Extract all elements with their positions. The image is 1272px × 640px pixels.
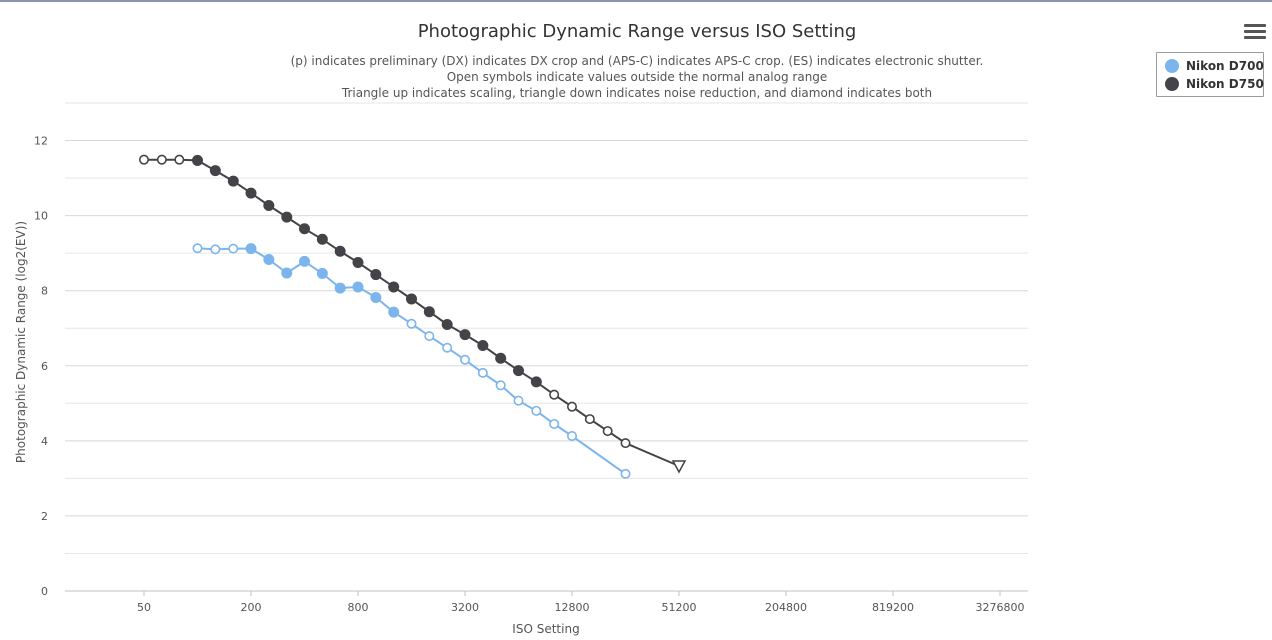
y-axis-ticks: 0 2 4 6 8 10 12 — [34, 135, 48, 598]
y-tick-label: 2 — [41, 510, 48, 523]
legend-label-d750: Nikon D750 — [1186, 77, 1264, 91]
data-point-nikon-d750[interactable] — [209, 165, 221, 177]
data-point-nikon-d700[interactable] — [299, 255, 310, 267]
data-point-nikon-d700[interactable] — [495, 380, 506, 391]
data-point-nikon-d750[interactable] — [584, 414, 595, 425]
data-point-nikon-d750[interactable] — [602, 426, 613, 437]
data-point-nikon-d750[interactable] — [352, 257, 364, 269]
data-point-nikon-d700[interactable] — [334, 282, 346, 294]
data-point-nikon-d750[interactable] — [423, 306, 435, 318]
series-line-nikon-d750 — [144, 158, 680, 467]
data-point-nikon-d750[interactable] — [281, 211, 293, 223]
x-tick-label: 50 — [137, 601, 151, 614]
data-point-nikon-d700[interactable] — [388, 306, 400, 318]
data-point-nikon-d750[interactable] — [459, 329, 471, 341]
data-point-nikon-d750[interactable] — [174, 154, 185, 165]
data-point-nikon-d700[interactable] — [442, 342, 453, 353]
data-point-nikon-d700[interactable] — [406, 318, 417, 329]
data-point-nikon-d700[interactable] — [245, 243, 257, 255]
data-point-nikon-d750[interactable] — [549, 389, 560, 400]
grid-lines — [65, 102, 1028, 592]
data-point-nikon-d700[interactable] — [370, 291, 382, 303]
y-tick-label: 10 — [34, 210, 48, 223]
y-tick-label: 4 — [41, 435, 48, 448]
data-point-nikon-d750[interactable] — [513, 365, 524, 377]
data-point-nikon-d750[interactable] — [139, 154, 150, 165]
legend-item-d700[interactable]: Nikon D700 — [1165, 57, 1264, 75]
data-point-nikon-d700[interactable] — [620, 468, 631, 479]
x-tick-label: 12800 — [555, 601, 590, 614]
chart-subtitle-line-3: Triangle up indicates scaling, triangle … — [341, 86, 932, 100]
legend-item-d750[interactable]: Nikon D750 — [1165, 75, 1264, 93]
chart-title: Photographic Dynamic Range versus ISO Se… — [418, 21, 857, 42]
chart-legend: Nikon D700 Nikon D750 — [1156, 52, 1264, 97]
data-point-nikon-d750[interactable] — [227, 175, 239, 187]
data-point-nikon-d700[interactable] — [281, 267, 293, 279]
data-point-nikon-d750[interactable] — [388, 281, 400, 293]
y-tick-label: 6 — [41, 360, 48, 373]
x-axis-label: ISO Setting — [512, 622, 579, 636]
data-point-nikon-d750[interactable] — [441, 318, 453, 330]
data-point-nikon-d750[interactable] — [495, 352, 507, 364]
data-point-nikon-d750[interactable] — [245, 187, 257, 199]
chart-menu-button[interactable] — [1244, 24, 1266, 44]
data-point-nikon-d750[interactable] — [406, 293, 417, 305]
data-point-nikon-d750[interactable] — [671, 460, 687, 474]
data-point-nikon-d700[interactable] — [513, 395, 524, 406]
data-point-nikon-d700[interactable] — [316, 267, 328, 279]
data-point-nikon-d750[interactable] — [156, 154, 167, 165]
x-tick-label: 3200 — [451, 601, 479, 614]
x-axis-ticks: 50 200 800 3200 12800 51200 204800 819200 327680… — [137, 591, 1025, 614]
y-tick-label: 8 — [41, 285, 48, 298]
data-point-nikon-d750[interactable] — [192, 154, 203, 166]
x-tick-label: 200 — [241, 601, 262, 614]
data-point-nikon-d700[interactable] — [263, 254, 275, 266]
data-point-nikon-d700[interactable] — [459, 354, 470, 365]
data-point-nikon-d750[interactable] — [370, 269, 382, 281]
chart-subtitle-line-2: Open symbols indicate values outside the… — [447, 70, 828, 84]
top-border — [0, 0, 1272, 2]
data-point-nikon-d700[interactable] — [352, 281, 364, 293]
data-point-nikon-d700[interactable] — [210, 244, 221, 255]
hamburger-menu-icon — [1244, 24, 1266, 27]
data-point-nikon-d750[interactable] — [334, 245, 346, 257]
data-point-nikon-d750[interactable] — [299, 223, 310, 235]
data-point-nikon-d700[interactable] — [424, 331, 435, 342]
data-point-nikon-d750[interactable] — [477, 339, 489, 351]
series-layer — [139, 154, 687, 479]
y-axis-label: Photographic Dynamic Range (log2(EV)) — [14, 221, 28, 463]
data-point-nikon-d750[interactable] — [530, 376, 542, 388]
hamburger-menu-icon-bar — [1244, 36, 1266, 39]
data-point-nikon-d750[interactable] — [620, 438, 631, 449]
x-tick-label: 3276800 — [976, 601, 1025, 614]
hamburger-menu-icon-bar — [1244, 30, 1266, 33]
x-tick-label: 51200 — [662, 601, 697, 614]
data-point-nikon-d700[interactable] — [566, 430, 577, 441]
data-point-nikon-d700[interactable] — [228, 243, 239, 254]
series-line-nikon-d700 — [197, 247, 627, 475]
x-tick-label: 819200 — [872, 601, 914, 614]
data-point-nikon-d700[interactable] — [192, 243, 203, 254]
y-tick-label: 0 — [41, 585, 48, 598]
data-point-nikon-d750[interactable] — [566, 401, 577, 412]
legend-marker-d700 — [1165, 59, 1179, 73]
data-point-nikon-d700[interactable] — [549, 418, 560, 429]
x-tick-label: 204800 — [765, 601, 807, 614]
data-point-nikon-d700[interactable] — [477, 367, 488, 378]
y-tick-label: 12 — [34, 135, 48, 148]
legend-marker-d750 — [1165, 77, 1179, 91]
data-point-nikon-d750[interactable] — [263, 199, 275, 211]
data-point-nikon-d750[interactable] — [316, 233, 328, 245]
chart-subtitle-line-1: (p) indicates preliminary (DX) indicates… — [291, 54, 984, 68]
legend-label-d700: Nikon D700 — [1186, 59, 1264, 73]
data-point-nikon-d700[interactable] — [531, 405, 542, 416]
x-tick-label: 800 — [348, 601, 369, 614]
